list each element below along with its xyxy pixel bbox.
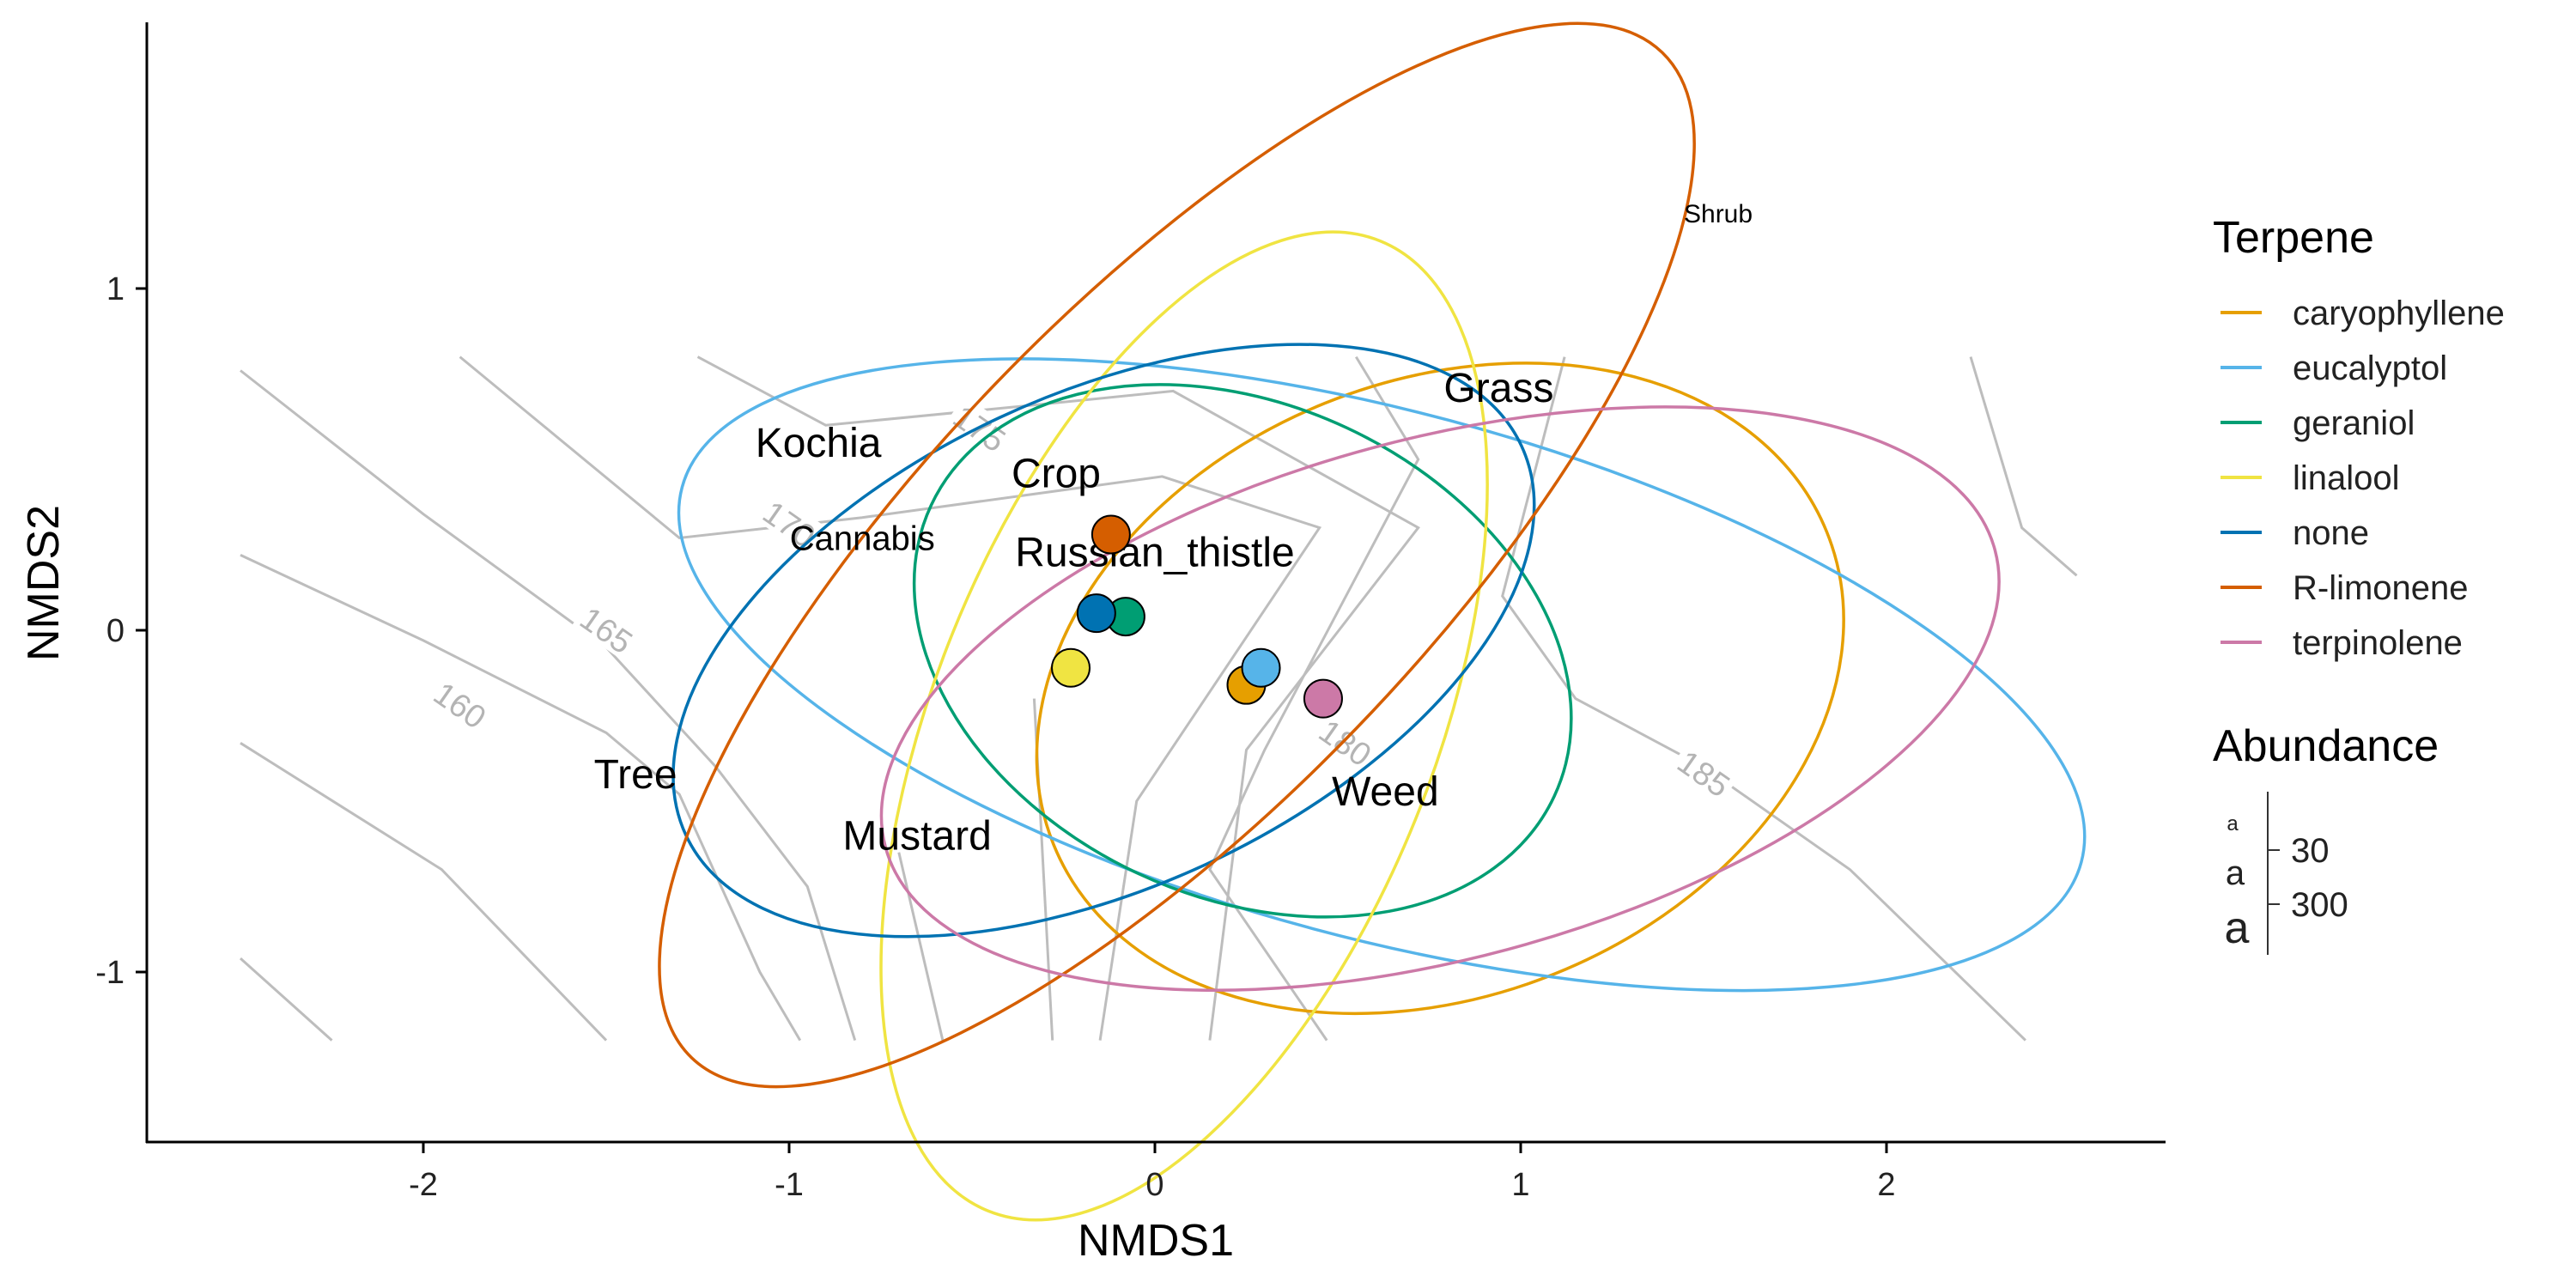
legend-label-geraniol: geraniol: [2293, 404, 2415, 442]
ellipse-linalool: [879, 230, 1489, 1222]
contour-label-bg-165: [572, 597, 643, 661]
legend-label-none: none: [2293, 514, 2369, 552]
ellipse-eucalyptol: [677, 357, 2087, 993]
x-axis-title: NMDS1: [1078, 1216, 1234, 1266]
species-label-crop: Crop: [1012, 452, 1101, 497]
species-label-cannabis: Cannabis: [790, 520, 935, 558]
species-label-weed: Weed: [1332, 769, 1439, 815]
y-tick-label: -1: [95, 955, 125, 991]
species-label-kochia: Kochia: [756, 421, 882, 466]
contour-label-bg-180: [1310, 709, 1382, 774]
contour-line-segment-8: [239, 957, 333, 1042]
legend-terpene-items: caryophyllene eucalyptol geraniol linalool n…: [2221, 295, 2505, 662]
legend-terpene-title: Terpene: [2213, 213, 2374, 263]
ellipse-R-limonene: [658, 21, 1696, 1089]
contour-label-bg-160: [425, 671, 496, 736]
abundance-key-glyph-small: a: [2227, 812, 2239, 835]
legend-terpene: Terpene caryophyllene eucalyptol geraniol l…: [2213, 213, 2505, 662]
species-label-grass: Grass: [1443, 366, 1553, 411]
species-label-shrub: Shrub: [1684, 200, 1753, 228]
x-tick-label: -2: [409, 1167, 438, 1203]
x-tick-label: 1: [1511, 1167, 1529, 1203]
y-axis-ticks: -1 0 1: [95, 271, 147, 991]
legend-label-R-limonene: R-limonene: [2293, 569, 2469, 607]
centroid-point-linalool: [1051, 647, 1091, 688]
contour-line-170: [459, 355, 1322, 1041]
centroid-point-terpinolene: [1303, 678, 1343, 719]
contour-line-165: [240, 369, 857, 1042]
x-axis-ticks: -2 -1 0 1 2: [409, 1143, 1896, 1203]
abundance-key-glyph-large: a: [2225, 903, 2250, 953]
contour-label-bg-185: [1669, 740, 1741, 805]
ellipse-geraniol: [912, 383, 1573, 919]
contour-line-160: [240, 554, 802, 1042]
centroid-point-none: [1076, 593, 1116, 634]
centroid-layer: [1051, 514, 1343, 719]
ellipse-caryophyllene: [1035, 361, 1845, 1016]
contour-label-165: 165: [573, 600, 638, 661]
legend-abundance-title: Abundance: [2213, 721, 2439, 771]
legend-label-caryophyllene: caryophyllene: [2293, 295, 2505, 332]
ellipse-terpinolene: [879, 405, 2001, 992]
x-tick-label: 0: [1145, 1167, 1163, 1203]
abundance-value-300: 300: [2291, 886, 2348, 924]
centroid-point-eucalyptol: [1241, 647, 1281, 688]
y-tick-label: 1: [106, 271, 125, 307]
contour-layer: [239, 355, 2078, 1042]
centroid-point-R-limonene: [1091, 514, 1131, 555]
species-label-layer: Shrub Grass Kochia Crop Cannabis Russian_this…: [594, 200, 1753, 860]
contour-label-160: 160: [427, 676, 492, 737]
species-label-mustard: Mustard: [842, 814, 991, 860]
legend-abundance: Abundance a a a 30 300: [2213, 721, 2439, 955]
x-tick-label: 2: [1877, 1167, 1895, 1203]
x-tick-label: -1: [775, 1167, 804, 1203]
contour-line-175: [696, 355, 1420, 1041]
legend-label-eucalyptol: eucalyptol: [2293, 349, 2447, 387]
contour-line-segment-9: [897, 852, 945, 1041]
contour-line-185: [1501, 356, 2026, 1042]
legend-label-terpinolene: terpinolene: [2293, 624, 2463, 662]
y-tick-label: 0: [106, 613, 125, 649]
contour-line-segment-6: [1969, 356, 2078, 577]
contour-label-bg-170: [755, 490, 826, 556]
species-label-russian_thistle: Russian_thistle: [1015, 530, 1295, 575]
y-axis-title: NMDS2: [19, 505, 69, 661]
contour-line-180: [1208, 355, 1420, 1042]
ellipse-layer: [658, 21, 2087, 1222]
legend-label-linalool: linalool: [2293, 459, 2400, 497]
species-label-tree: Tree: [594, 752, 677, 798]
contour-line-segment-7: [240, 742, 608, 1042]
abundance-key-glyph-medium: a: [2226, 854, 2245, 892]
abundance-value-30: 30: [2291, 832, 2330, 870]
